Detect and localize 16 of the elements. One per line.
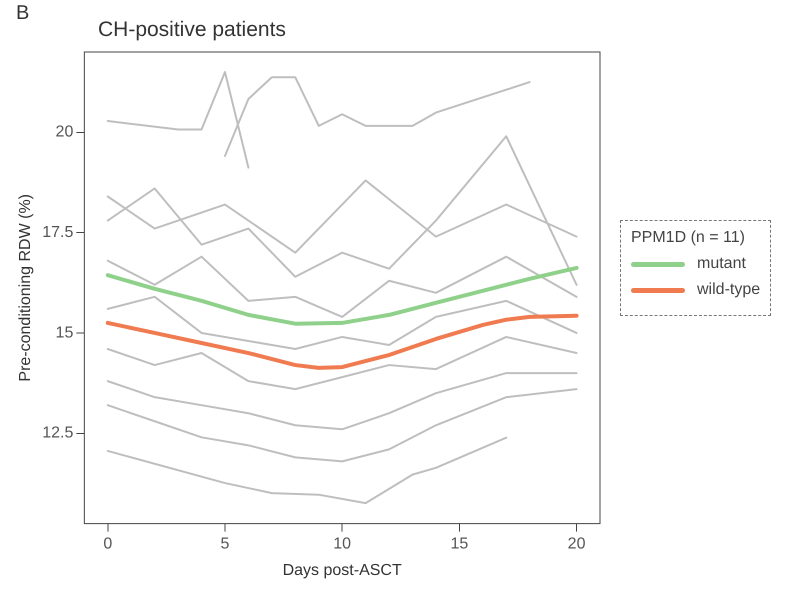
text: B <box>16 2 30 25</box>
legend-title: PPM1D (n = 11) <box>631 229 746 247</box>
legend-label: wild-type <box>697 281 760 299</box>
x-axis-title: Days post-ASCT <box>282 562 402 579</box>
y-tick-label: 17.5 <box>42 224 74 242</box>
y-axis-title: Pre-conditioning RDW (%) <box>17 194 34 382</box>
x-tick-label: 5 <box>220 536 230 553</box>
y-tick-label: 20 <box>56 124 74 141</box>
x-tick-label: 15 <box>450 536 468 553</box>
x-tick-label: 10 <box>333 536 352 553</box>
chart-title: CH-positive patients <box>98 18 286 42</box>
x-tick-label: 20 <box>568 536 586 553</box>
y-tick-label: 15 <box>56 324 74 342</box>
legend-label: mutant <box>697 255 746 273</box>
x-tick-label: 0 <box>103 536 112 553</box>
y-tick-label: 12.5 <box>42 424 74 442</box>
